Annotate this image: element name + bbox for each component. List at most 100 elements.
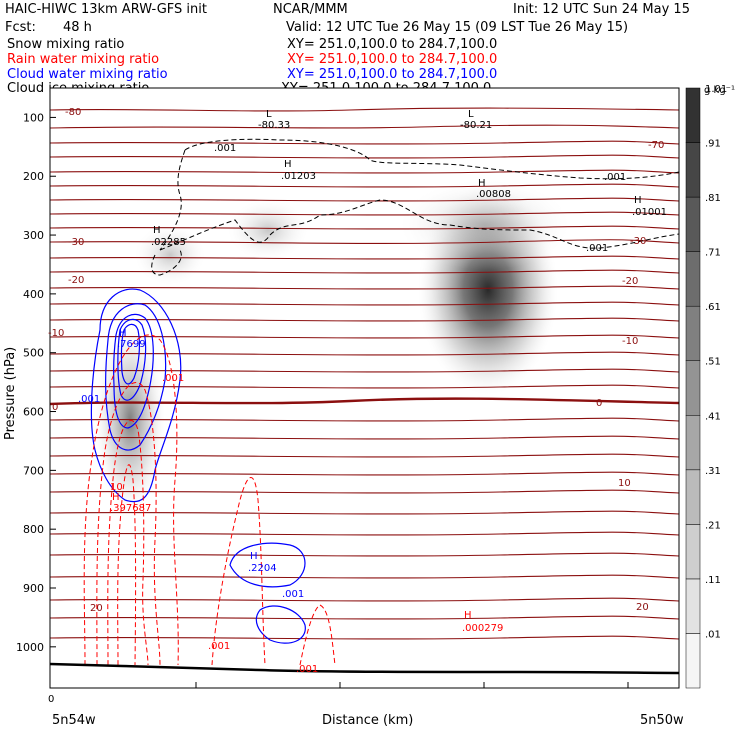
isotherm (50, 635, 679, 640)
cloud-water-contour (113, 313, 154, 429)
y-tick-label: 400 (23, 288, 44, 301)
isotherm-label: -70 (648, 140, 664, 151)
contour-value-label: .001 (162, 373, 184, 384)
cloud-ice-outline (184, 138, 679, 180)
rain-water-contours (83, 334, 336, 666)
colorbar-swatch (685, 360, 701, 416)
isotherm (50, 225, 679, 230)
cloud-water-contour (90, 288, 182, 503)
isotherm (50, 239, 679, 244)
colorbar-swatch (685, 87, 701, 143)
isotherm-label: 0 (52, 402, 58, 413)
y-axis: 100 200 300 400 500 600 700 800 900 1000 (16, 111, 56, 654)
x-start-label: 5n54w (52, 713, 96, 728)
snow-core-left-upper (135, 225, 205, 285)
colorbar-label: 1.01 (705, 84, 727, 95)
high-marker: H (284, 159, 292, 170)
isotherm (50, 510, 679, 515)
colorbar-label: .81 (705, 193, 721, 204)
isotherm (50, 124, 679, 129)
high-marker: H (250, 551, 258, 562)
isotherm-label: -20 (68, 275, 84, 286)
colorbar-label: .91 (705, 139, 721, 150)
y-tick-label: 700 (23, 464, 44, 477)
extrema-value: .02285 (151, 237, 186, 248)
contour-value-label: 10 (110, 482, 123, 493)
colorbar-swatch (685, 142, 701, 198)
cloud-ice-outline (159, 199, 679, 251)
isotherm-label: -10 (48, 328, 64, 339)
isotherm (50, 531, 679, 536)
field-legend: Snow mixing ratio XY= 251.0,100.0 to 284… (7, 37, 497, 96)
contour-labels: -80 -70 -30 -30 -20 -20 -10 -10 0 0 10 2… (48, 107, 667, 675)
colorbar: g kg⁻¹ .01 .11 .21 .31 .41 .51 .61 .71 .81 .91 1.0… (685, 84, 735, 689)
legend-snow-xy: XY= 251.0,100.0 to 284.7,100.0 (287, 37, 497, 52)
colorbar-swatch (685, 251, 701, 307)
legend-snow-label: Snow mixing ratio (7, 37, 124, 52)
high-marker: H (153, 225, 161, 236)
y-tick-label: 800 (23, 523, 44, 536)
isotherm (50, 368, 679, 373)
colorbar-swatch (685, 633, 701, 689)
colorbar-label: .31 (705, 466, 721, 477)
high-marker: H (119, 328, 127, 339)
high-marker: H (634, 195, 642, 206)
rain-water-contour (107, 419, 149, 666)
extrema-value: .397687 (110, 503, 151, 514)
isotherm (50, 384, 679, 389)
extrema-value: -80.21 (460, 120, 492, 131)
y-tick-label: 200 (23, 170, 44, 183)
colorbar-label: .61 (705, 302, 721, 313)
contour-value-label: .001 (296, 664, 318, 675)
rain-water-contour (117, 464, 137, 666)
colorbar-swatch (685, 196, 701, 252)
isotherm-label: -30 (68, 237, 84, 248)
colorbar-unit: g kg⁻¹ (704, 85, 735, 96)
legend-rain-label: Rain water mixing ratio (7, 52, 159, 67)
isotherm-label: -80 (65, 107, 81, 118)
contour-value-label: .001 (586, 243, 608, 254)
contour-value-label: .001 (282, 589, 304, 600)
model-title: HAIC-HIWC 13km ARW-GFS init (5, 2, 207, 17)
y-tick-label: 600 (23, 406, 44, 419)
isotherm (50, 317, 679, 322)
isotherm (50, 417, 679, 422)
low-marker: L (468, 109, 474, 120)
isotherm (50, 453, 679, 458)
contour-value-label: .001 (78, 394, 100, 405)
rain-water-contour (96, 382, 161, 666)
isotherm (50, 183, 679, 188)
legend-cloudwater-label: Cloud water mixing ratio (7, 67, 168, 82)
isotherm (50, 269, 679, 274)
init-time: Init: 12 UTC Sun 24 May 15 (513, 2, 690, 17)
isotherm (50, 471, 679, 476)
low-marker: L (266, 109, 272, 120)
legend-cloudwater-xy: XY= 251.0,100.0 to 284.7,100.0 (287, 67, 497, 82)
isotherm (50, 211, 679, 216)
isotherm (50, 489, 679, 494)
isotherm (50, 154, 679, 159)
plot-frame (49, 87, 680, 689)
fcst-value: 48 h (63, 20, 92, 35)
isotherm-label: 20 (90, 603, 103, 614)
rain-water-contour (299, 604, 336, 666)
y-tick-label: 100 (23, 111, 44, 124)
y-tick-label: 1000 (16, 641, 44, 654)
contour-value-label: .001 (604, 172, 626, 183)
extrema-value: -80.33 (258, 120, 290, 131)
fcst-label: Fcst: (5, 20, 36, 35)
colorbar-label: .71 (705, 248, 721, 259)
cloud-ice-contours (151, 138, 679, 276)
colorbar-label: .01 (705, 629, 721, 640)
x-end-label: 5n50w (640, 713, 684, 728)
colorbar-label: .41 (705, 411, 721, 422)
x-tick-label: 0 (48, 694, 54, 705)
cloud-water-contour (255, 605, 306, 644)
cloud-ice-outline (151, 249, 182, 276)
extrema-value: .7699 (117, 339, 146, 350)
center-title: NCAR/MMM (273, 2, 348, 17)
isotherm-zero (50, 397, 679, 406)
extrema-value: .01001 (632, 207, 667, 218)
colorbar-label: .51 (705, 357, 721, 368)
y-tick-label: 900 (23, 582, 44, 595)
